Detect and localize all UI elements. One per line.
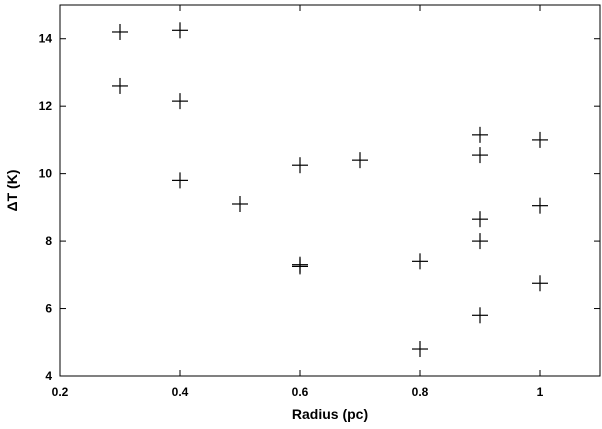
data-point <box>112 23 128 40</box>
data-point <box>412 253 428 270</box>
data-point <box>352 152 368 169</box>
y-tick-label: 8 <box>45 234 52 248</box>
x-tick-label: 0.4 <box>172 385 189 399</box>
x-tick-label: 1 <box>537 385 544 399</box>
data-point <box>532 197 548 214</box>
data-point <box>112 77 128 94</box>
data-point <box>292 258 308 275</box>
data-point <box>472 126 488 143</box>
x-axis-title: Radius (pc) <box>292 406 368 422</box>
x-tick-label: 0.2 <box>52 385 69 399</box>
x-tick-label: 0.6 <box>292 385 309 399</box>
data-point <box>532 131 548 148</box>
data-point <box>172 93 188 110</box>
data-point <box>232 195 248 212</box>
data-point <box>532 275 548 292</box>
y-tick-label: 12 <box>39 99 53 113</box>
y-tick-label: 4 <box>45 369 52 383</box>
data-point <box>412 341 428 358</box>
data-point <box>472 307 488 324</box>
plot-frame <box>59 4 601 377</box>
data-point <box>172 22 188 39</box>
x-tick-label: 0.8 <box>412 385 429 399</box>
y-tick-label: 14 <box>39 32 53 46</box>
data-point <box>472 147 488 164</box>
data-points <box>112 22 548 358</box>
y-tick-label: 6 <box>45 302 52 316</box>
x-axis-ticks: 0.2 0.4 0.6 0.8 1 <box>52 5 544 399</box>
data-point <box>172 172 188 189</box>
data-point <box>472 211 488 228</box>
data-point <box>292 157 308 174</box>
y-axis-title: ΔT (K) <box>4 170 20 212</box>
y-axis-ticks: 4 6 8 10 12 14 <box>39 32 600 383</box>
y-tick-label: 10 <box>39 167 53 181</box>
data-point <box>472 233 488 250</box>
